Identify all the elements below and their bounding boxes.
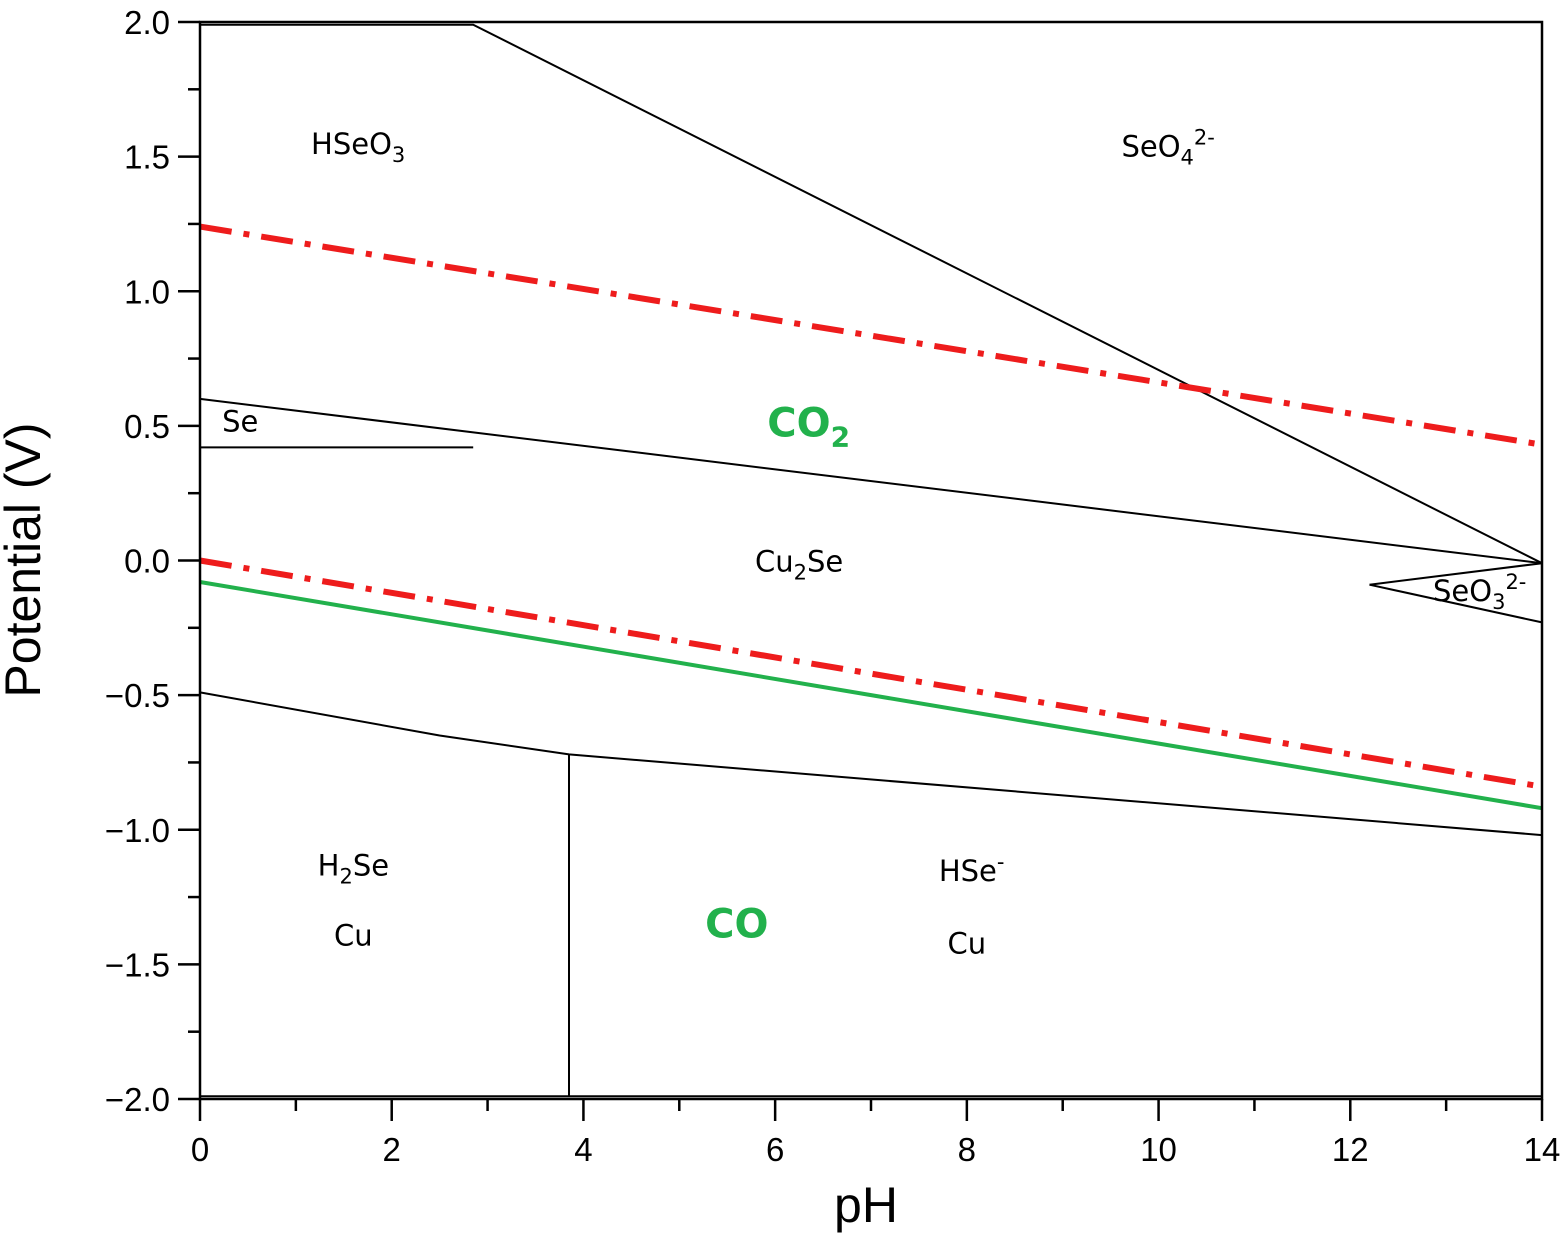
y-tick-label: 1.0 — [124, 273, 170, 310]
phase-boundary-line — [1369, 583, 1543, 624]
x-axis-ticks: 0 2 4 6 8 10 12 14 — [191, 1099, 1561, 1168]
phase-boundary-line — [199, 691, 1543, 837]
plot-area-border — [198, 20, 1544, 1101]
x-tick-label: 14 — [1524, 1131, 1561, 1168]
y-tick-label: 1.5 — [124, 139, 170, 176]
y-axis-ticks: 2.0 1.5 1.0 0.5 0.0 −0.5 −1.0 −1.5 −2.0 — [105, 4, 200, 1118]
y-tick-label: −1.0 — [105, 812, 170, 849]
x-tick-label: 10 — [1140, 1131, 1177, 1168]
y-tick-label: 0.5 — [124, 408, 170, 445]
region-labels: HSeO3 SeO42- Se Cu2Se SeO32- H2Se Cu HSe- Cu — [222, 126, 1526, 961]
y-axis-title: Potential (V) — [0, 422, 51, 697]
y-tick-label: −0.5 — [105, 677, 170, 714]
region-label: HSe- — [939, 850, 1005, 888]
x-tick-label: 0 — [191, 1131, 209, 1168]
region-label: HSeO3 — [311, 127, 405, 167]
x-tick-label: 8 — [958, 1131, 976, 1168]
reference-lines — [199, 223, 1543, 811]
y-tick-label: −2.0 — [105, 1081, 170, 1118]
gas-label: CO — [705, 901, 768, 947]
gas-label: CO2 — [767, 401, 850, 454]
y-tick-label: −1.5 — [105, 946, 170, 983]
co2-co-equilibrium-line — [199, 580, 1543, 811]
plot-frame — [198, 20, 1544, 1101]
x-axis-title: pH — [834, 1177, 898, 1233]
gas-labels: CO2 CO — [705, 401, 850, 948]
region-label: Se — [222, 404, 258, 438]
x-tick-label: 12 — [1332, 1131, 1369, 1168]
region-label: Cu — [948, 927, 987, 961]
x-tick-label: 4 — [574, 1131, 592, 1168]
phase-boundaries — [199, 23, 1543, 1098]
region-label: Cu2Se — [755, 544, 843, 584]
region-label: SeO32- — [1433, 570, 1526, 614]
x-tick-label: 2 — [383, 1131, 401, 1168]
phase-boundary-line — [199, 397, 1543, 565]
co2-reduction-dashdot-line — [199, 223, 1543, 448]
y-tick-label: 2.0 — [124, 4, 170, 41]
co2-reduction-dashdot-line — [199, 557, 1543, 790]
y-tick-label: 0.0 — [124, 543, 170, 580]
phase-boundary-line — [1369, 562, 1543, 586]
x-tick-label: 6 — [766, 1131, 784, 1168]
region-label: H2Se — [318, 849, 389, 889]
region-label: SeO42- — [1121, 126, 1214, 170]
region-label: Cu — [334, 919, 373, 953]
phase-boundary-line — [200, 23, 1543, 565]
